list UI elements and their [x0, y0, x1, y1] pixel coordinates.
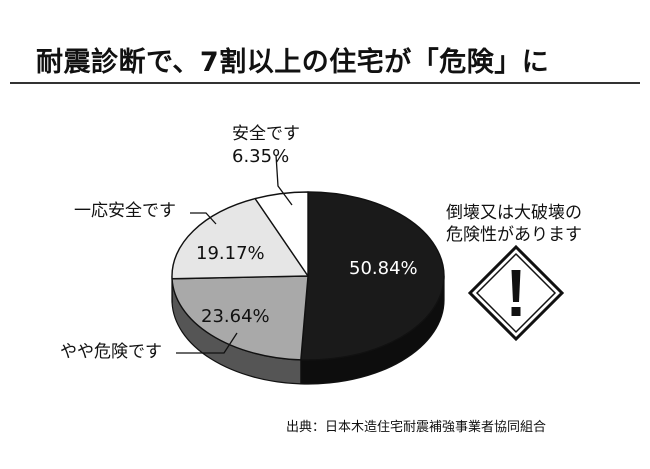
leader-somewhat — [176, 332, 238, 354]
label-danger-line2: 危険性があります — [446, 225, 582, 245]
label-danger-line1: 倒壊又は大破壊の — [446, 203, 582, 223]
leader-lines — [176, 154, 293, 354]
value-label-danger: 50.84% — [349, 258, 418, 279]
leader-safe — [275, 154, 293, 206]
title-divider — [10, 82, 640, 84]
pie-slice-danger — [300, 191, 445, 361]
label-somewhat: やや危険です — [60, 342, 162, 362]
source-note: 出典：日本木造住宅耐震補強事業者協同組合 — [286, 420, 547, 435]
value-label-somewhat: 23.64% — [201, 306, 270, 327]
label-safe: 安全です — [232, 124, 300, 144]
pie-slice-safe — [254, 191, 309, 277]
pie-top-group — [171, 191, 445, 361]
pie-slice-somewhat — [171, 275, 309, 361]
exclamation-warning-icon — [467, 244, 565, 342]
value-label-safe: 6.35% — [232, 146, 290, 167]
value-label-safe-enough: 19.17% — [196, 243, 265, 264]
label-safe-enough: 一応安全です — [74, 201, 176, 221]
page-title: 耐震診断で、7割以上の住宅が「危険」に — [36, 47, 550, 78]
pie-slice-safe-enough — [171, 197, 309, 280]
leader-safe-enough — [190, 212, 217, 225]
